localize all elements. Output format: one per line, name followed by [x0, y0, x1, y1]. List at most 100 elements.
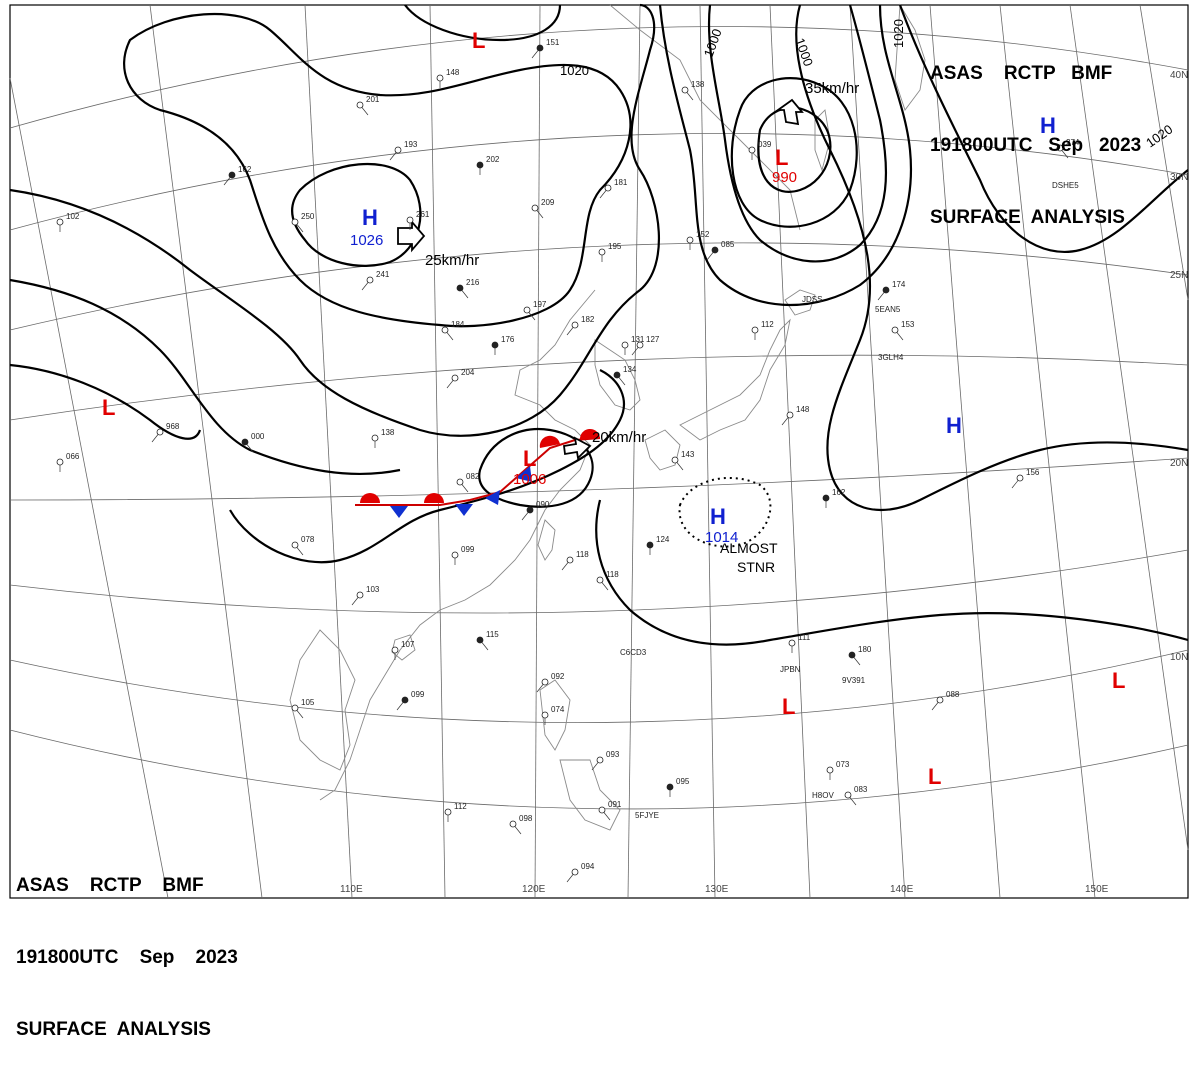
station-circle	[228, 171, 236, 179]
speed-label: 35km/hr	[805, 80, 859, 97]
station-pressure-value: 143	[681, 450, 695, 459]
station-circle	[476, 636, 484, 644]
station-plot: 174	[877, 280, 906, 301]
station-circle	[822, 494, 830, 502]
station-circle	[444, 808, 452, 816]
latitude-label: 25N	[1170, 270, 1188, 281]
station-circle	[891, 326, 899, 334]
high-symbol: H	[362, 205, 378, 230]
station-plot: 131	[621, 335, 645, 355]
station-circle	[826, 766, 834, 774]
philippines-luzon	[539, 679, 571, 751]
station-circle	[788, 639, 796, 647]
station-id: C6CD3	[620, 648, 647, 657]
station-pressure-value: 204	[461, 368, 475, 377]
header-bottom-line2: 191800UTC Sep 2023	[16, 947, 238, 968]
station-id: 5EAN5	[875, 305, 901, 314]
longitude-line-160e	[1139, 4, 1189, 301]
japan-kyushu	[644, 429, 681, 471]
station-plot: 107	[391, 640, 415, 660]
station-circle	[491, 341, 499, 349]
station-circle	[711, 246, 719, 254]
warm-front-half-circle	[424, 493, 444, 503]
station-plot: 105	[291, 698, 315, 719]
station-circle	[356, 101, 364, 109]
station-plot: 127	[631, 335, 660, 356]
station-plot: 074	[541, 705, 565, 725]
station-pressure-value: 216	[466, 278, 480, 287]
station-id: 9V391	[842, 676, 866, 685]
longitude-line-140e	[849, 4, 906, 899]
grid-labels: 110E 120E 130E 140E 150E 40N 30N 25N 20N…	[340, 70, 1188, 895]
station-pressure-value: 151	[546, 38, 560, 47]
station-plot: 156	[1011, 468, 1040, 489]
station-pressure-value: 112	[761, 320, 774, 329]
longitude-line-130e	[699, 4, 716, 899]
low-symbol: L	[102, 395, 115, 420]
station-plot: 153	[891, 320, 915, 341]
longitude-label: 150E	[1085, 884, 1109, 895]
station-circle	[441, 326, 449, 334]
station-plot: 088	[931, 690, 960, 711]
low-symbol: L	[782, 694, 795, 719]
isobar-trough-south	[229, 369, 625, 564]
warm-front-half-circle	[539, 435, 560, 448]
isobars	[9, 3, 1189, 646]
header-top-line1: ASAS RCTP BMF	[930, 63, 1113, 84]
station-pressure-value: 153	[901, 320, 915, 329]
isobar-west-lower	[9, 363, 202, 440]
longitude-line-135e	[769, 4, 811, 899]
station-circle	[531, 204, 539, 212]
station-circle	[291, 218, 299, 226]
longitude-line-145e	[929, 4, 1001, 899]
station-pressure-value: 209	[541, 198, 555, 207]
station-circle	[596, 756, 604, 764]
station-circle	[671, 456, 679, 464]
station-pressure-value: 152	[696, 230, 710, 239]
station-plot: 151	[531, 38, 560, 59]
low-symbol: L	[928, 764, 941, 789]
station-circle	[451, 374, 459, 382]
station-plot: 094	[566, 862, 595, 883]
isobar-1020-northwest	[123, 12, 632, 328]
station-plot: 073	[826, 760, 850, 780]
longitude-label: 110E	[340, 884, 363, 895]
cold-front-triangle	[390, 506, 408, 518]
station-pressure-value: 148	[446, 68, 460, 77]
station-circle	[541, 678, 549, 686]
low-symbol: L	[472, 28, 485, 53]
station-plot: 093	[591, 750, 620, 771]
station-plot: 066	[56, 452, 80, 472]
station-circle	[291, 541, 299, 549]
motion-arrow-low-990	[775, 98, 804, 126]
station-pressure-value: 181	[614, 178, 628, 187]
front-line	[355, 437, 601, 506]
longitude-label: 140E	[890, 884, 914, 895]
high-symbol: H	[1040, 113, 1056, 138]
station-pressure-value: 082	[466, 472, 480, 481]
station-circle	[936, 696, 944, 704]
station-plot: 195	[598, 242, 622, 262]
isobar-low-1006-inner	[478, 427, 594, 508]
station-plot: 083	[844, 785, 868, 806]
station-id: H8OV	[812, 791, 834, 800]
station-circle	[598, 248, 606, 256]
station-circle	[604, 184, 612, 192]
station-pressure-value: 093	[606, 750, 620, 759]
station-pressure-value: 083	[854, 785, 868, 794]
station-pressure-value: 201	[366, 95, 380, 104]
station-pressure-value: 098	[519, 814, 533, 823]
station-pressure-value: 102	[66, 212, 80, 221]
station-circle	[571, 321, 579, 329]
coastlines	[289, 3, 926, 831]
station-pressure-value: 118	[576, 550, 589, 559]
station-plot: 152	[686, 230, 710, 250]
station-plot: 274	[1056, 138, 1080, 159]
latitude-line-35n	[9, 133, 1189, 231]
station-id: JPBN	[780, 665, 801, 674]
station-circle	[241, 438, 249, 446]
station-plot: 261	[406, 210, 430, 230]
station-pressure-value: 156	[1026, 468, 1040, 477]
station-plot: 118	[561, 550, 589, 571]
station-pressure-value: 088	[946, 690, 960, 699]
